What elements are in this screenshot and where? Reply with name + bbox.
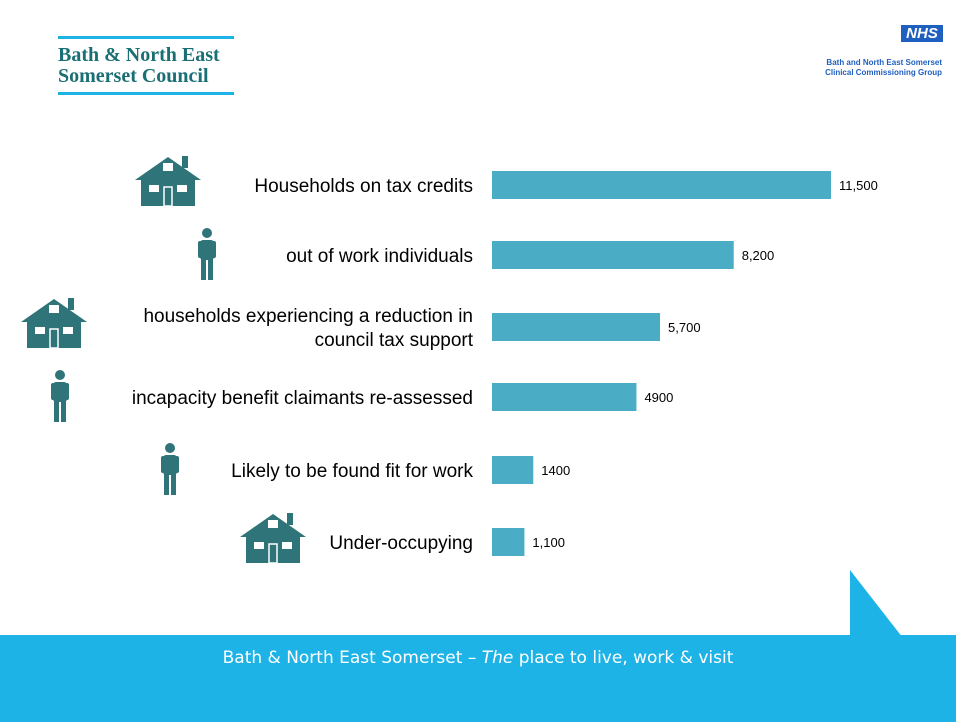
- council-logo-top-rule: [58, 36, 234, 39]
- house-window: [35, 327, 45, 334]
- category-label: Households on tax credits: [254, 176, 473, 197]
- person-head: [165, 443, 175, 453]
- person-arm: [51, 383, 55, 400]
- person-arm: [65, 383, 69, 400]
- house-door: [268, 543, 278, 564]
- footer-bar: [0, 635, 956, 722]
- person-leg: [208, 258, 213, 280]
- house-chimney: [68, 298, 74, 310]
- person-leg: [201, 258, 206, 280]
- category-label: households experiencing a reduction in: [143, 306, 473, 327]
- nhs-logo-badge: NHS: [901, 25, 943, 42]
- house-window: [254, 542, 264, 549]
- person-leg: [61, 400, 66, 422]
- house-window: [63, 327, 73, 334]
- house-chimney: [182, 156, 188, 168]
- person-arm: [175, 456, 179, 473]
- category-label: incapacity benefit claimants re-assessed: [132, 388, 473, 409]
- council-logo: Bath & North East Somerset Council: [58, 36, 234, 95]
- house-window: [149, 185, 159, 192]
- category-label: out of work individuals: [286, 246, 473, 267]
- data-label: 8,200: [742, 248, 775, 263]
- footer-text-after: place to live, work & visit: [513, 648, 734, 668]
- person-icon: [198, 228, 216, 280]
- house-attic-window: [268, 520, 278, 528]
- bar: [492, 456, 534, 484]
- house-door: [163, 186, 173, 207]
- footer-text-before: Bath & North East Somerset –: [222, 648, 482, 668]
- house-attic-window: [49, 305, 59, 313]
- bar: [492, 241, 734, 269]
- person-head: [55, 370, 65, 380]
- person-arm: [198, 241, 202, 258]
- person-torso: [200, 240, 214, 260]
- data-label: 11,500: [839, 178, 878, 193]
- data-label: 5,700: [668, 320, 701, 335]
- footer-tagline: Bath & North East Somerset – The place t…: [0, 648, 956, 668]
- person-arm: [161, 456, 165, 473]
- bar: [492, 528, 525, 556]
- bar: [492, 313, 661, 341]
- ccg-line1: Bath and North East Somerset: [826, 58, 942, 67]
- person-torso: [53, 382, 67, 402]
- house-window: [282, 542, 292, 549]
- category-label: Likely to be found fit for work: [231, 461, 473, 482]
- house-attic-window: [163, 163, 173, 171]
- data-label: 1,100: [532, 535, 565, 550]
- person-icon: [51, 370, 69, 422]
- data-label: 4900: [644, 390, 673, 405]
- person-leg: [54, 400, 59, 422]
- person-arm: [212, 241, 216, 258]
- bar-chart: 11,500 Households on tax credits 8,200 out …: [21, 156, 878, 564]
- person-leg: [164, 473, 169, 495]
- council-logo-bottom-rule: [58, 92, 234, 95]
- category-label: council tax support: [315, 330, 474, 351]
- house-chimney: [287, 513, 293, 525]
- bar: [492, 383, 637, 411]
- person-icon: [161, 443, 179, 495]
- council-logo-line1: Bath & North East: [58, 44, 220, 66]
- person-torso: [163, 455, 177, 475]
- house-door: [49, 328, 59, 349]
- data-label: 1400: [541, 463, 570, 478]
- footer-text-em: The: [481, 648, 514, 668]
- category-label: Under-occupying: [329, 533, 473, 554]
- house-window: [177, 185, 187, 192]
- council-logo-line2: Somerset Council: [58, 65, 209, 87]
- house-icon: [21, 298, 87, 349]
- ccg-logo-text: Bath and North East Somerset Clinical Co…: [825, 58, 942, 78]
- house-icon: [240, 513, 306, 564]
- bar: [492, 171, 831, 199]
- person-leg: [171, 473, 176, 495]
- house-icon: [135, 156, 201, 207]
- ccg-line2: Clinical Commissioning Group: [825, 68, 942, 77]
- person-head: [202, 228, 212, 238]
